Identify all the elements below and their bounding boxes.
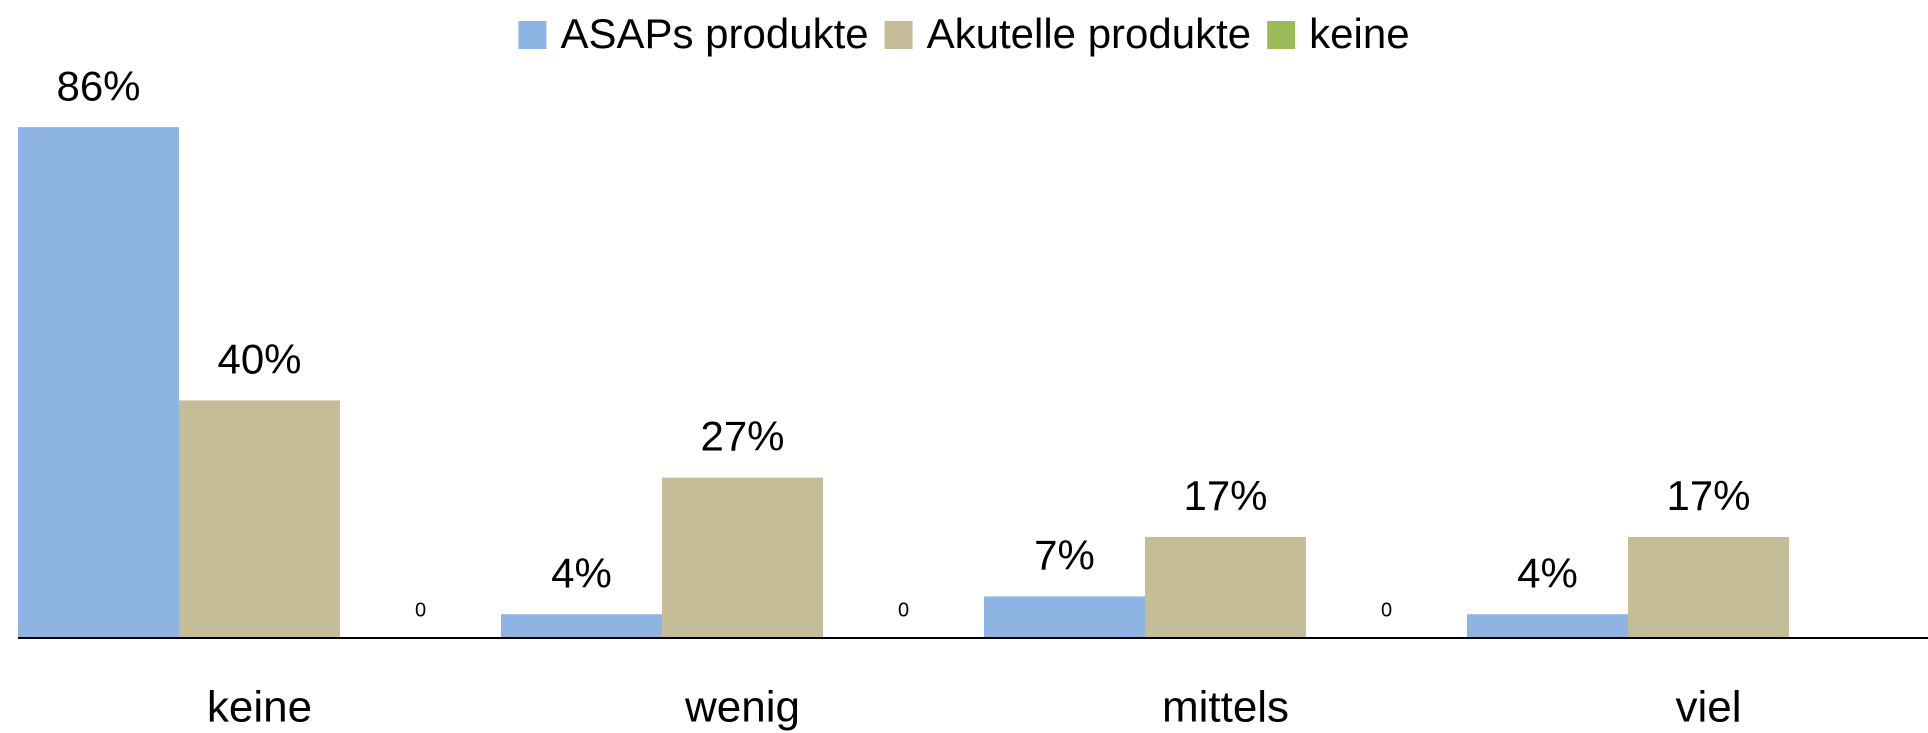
data-label: 86% xyxy=(56,62,140,109)
bar xyxy=(179,400,340,638)
data-label: 4% xyxy=(1517,549,1578,596)
data-label: 0 xyxy=(1381,599,1392,621)
bar xyxy=(662,477,823,638)
bar xyxy=(1145,537,1306,638)
data-label: 0 xyxy=(415,599,426,621)
data-label: 40% xyxy=(217,335,301,382)
legend-swatch xyxy=(518,21,547,49)
bar xyxy=(18,127,179,638)
x-tick-label: viel xyxy=(1675,683,1741,732)
data-label: 17% xyxy=(1666,472,1750,519)
x-tick-label: mittels xyxy=(1162,683,1289,732)
bar xyxy=(1467,614,1628,638)
data-label: 27% xyxy=(700,413,784,460)
legend-label: keine xyxy=(1309,10,1409,57)
data-label: 7% xyxy=(1034,532,1095,579)
legend-label: Akutelle produkte xyxy=(927,10,1252,57)
x-tick-label: wenig xyxy=(684,683,800,732)
data-label: 0 xyxy=(898,599,909,621)
data-label: 17% xyxy=(1183,472,1267,519)
legend-swatch xyxy=(1267,21,1296,49)
legend-label: ASAPs produkte xyxy=(560,10,868,57)
legend-swatch xyxy=(884,21,913,49)
x-tick-label: keine xyxy=(207,683,312,732)
bar xyxy=(501,614,662,638)
bar xyxy=(984,596,1145,638)
bar xyxy=(1628,537,1789,638)
data-label: 4% xyxy=(551,549,612,596)
